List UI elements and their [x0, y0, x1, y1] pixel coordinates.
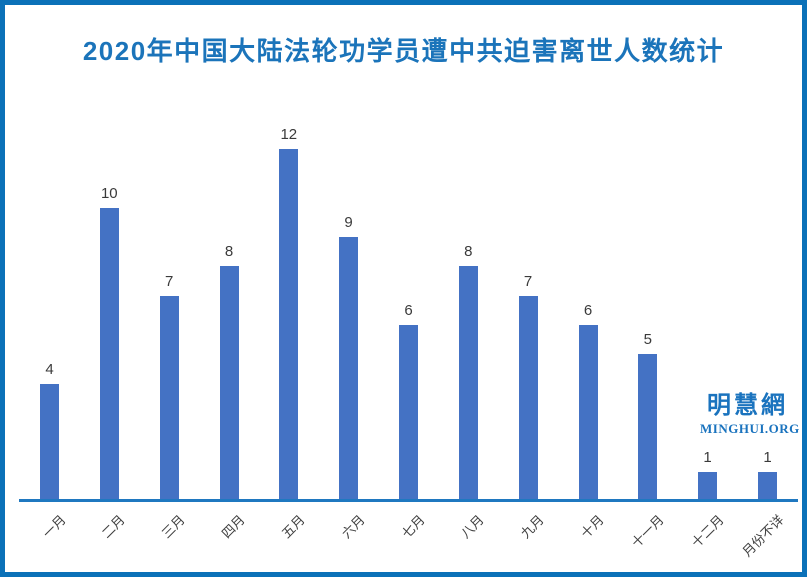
- bar: [698, 472, 718, 502]
- bar-value-label: 1: [703, 449, 712, 466]
- bar: [458, 266, 478, 502]
- bar: [159, 296, 179, 502]
- chart-title: 2020年中国大陆法轮功学员遭中共迫害离世人数统计: [82, 36, 725, 66]
- bar: [279, 149, 299, 502]
- bar-value-label: 5: [643, 331, 652, 348]
- bar: [99, 208, 119, 502]
- bar-value-label: 12: [280, 126, 298, 143]
- bar: [578, 325, 598, 502]
- bar: [638, 354, 658, 502]
- bar: [339, 237, 359, 502]
- bar: [40, 384, 59, 502]
- bar-value-label: 1: [763, 449, 772, 466]
- bar-value-label: 8: [224, 243, 234, 260]
- bar-value-label: 4: [45, 361, 54, 378]
- bar: [399, 325, 418, 502]
- chart-area: 4 一月 10 二月 7 三月 8 四月 12 五月 9 六月 6 七月 8 八月 7 九月 6 十月 5 十一月 1 十二月…: [5, 5, 802, 572]
- bar-value-label: 6: [404, 302, 413, 319]
- bar-value-label: 7: [523, 273, 533, 290]
- bar-value-label: 7: [165, 273, 174, 290]
- bar-value-label: 8: [464, 243, 473, 260]
- bar: [758, 472, 777, 502]
- minghui-logo-cjk-text: 明慧網: [707, 392, 788, 419]
- minghui-logo-latin-text: MINGHUI.ORG: [700, 421, 800, 436]
- bar: [219, 266, 239, 502]
- bar-value-label: 6: [583, 302, 593, 319]
- bar-value-label: 10: [100, 185, 118, 202]
- bar-value-label: 9: [344, 214, 353, 231]
- x-axis-line: [19, 499, 798, 502]
- minghui-logo: 明慧網 MINGHUI.ORG: [700, 392, 800, 436]
- bar: [518, 296, 538, 502]
